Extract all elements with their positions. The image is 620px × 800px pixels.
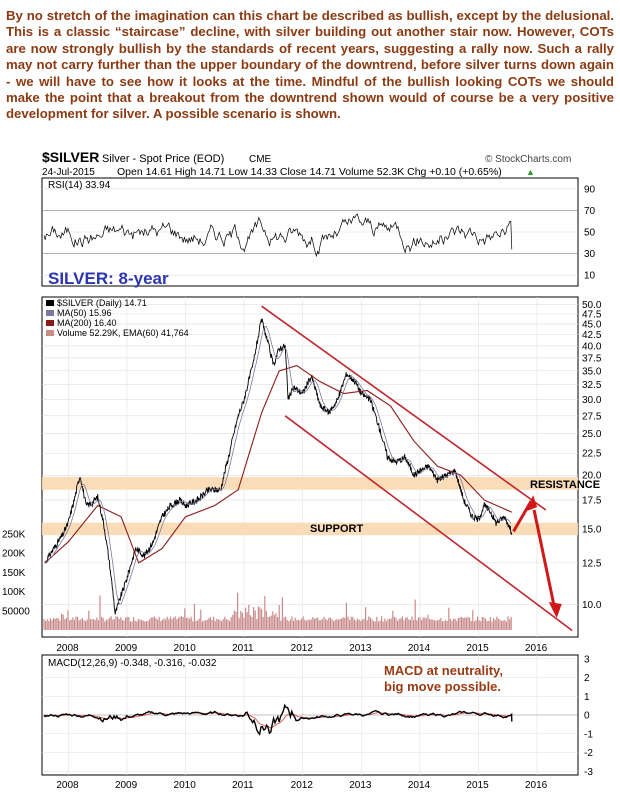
macd-tick-label: 2 [584, 673, 590, 684]
chart-symbol: $SILVER [42, 149, 99, 165]
legend-entry: Volume 52.29K, EMA(60) 41,764 [57, 328, 189, 338]
volume-tick-label: 150K [2, 568, 26, 579]
year-tick-label: 2010 [174, 780, 197, 791]
resistance-label: RESISTANCE [530, 479, 600, 491]
year-tick-label: 2015 [466, 643, 489, 654]
channel-and-arrows [261, 305, 573, 632]
legend-swatch [46, 310, 54, 316]
resistance-zone [42, 477, 578, 490]
price-tick-label: 27.5 [582, 411, 602, 422]
year-tick-label: 2009 [115, 780, 138, 791]
macd-grid: 2008 2009 2010 2011 2012 2013 2014 2015 2016 3 2 1 0… [42, 654, 593, 791]
price-tick-label: 47.5 [582, 309, 602, 320]
year-tick-label: 2014 [408, 780, 431, 791]
rsi-series [43, 213, 513, 258]
price-series [44, 318, 513, 615]
price-tick-label: 45.0 [582, 319, 602, 330]
upper-channel-line [261, 305, 547, 511]
support-resistance-zones [42, 477, 578, 536]
price-tick-label: 30.0 [582, 395, 602, 406]
price-panel-title: SILVER: 8-year [48, 269, 169, 288]
macd-line [43, 703, 513, 736]
volume-tick-label: 100K [2, 587, 26, 598]
price-panel-frame [41, 296, 579, 638]
price-tick-label: 15.0 [582, 524, 602, 535]
macd-tick-label: -2 [584, 748, 593, 759]
year-tick-label: 2011 [232, 780, 254, 791]
price-tick-label: 17.5 [582, 496, 602, 507]
macd-series [43, 703, 513, 736]
year-tick-label: 2008 [56, 780, 79, 791]
year-tick-label: 2009 [115, 643, 138, 654]
rsi-tick-label: 70 [584, 206, 596, 217]
chart-exchange: CME [249, 154, 272, 165]
rally-arrow-head-icon [526, 495, 538, 512]
year-tick-label: 2016 [525, 643, 548, 654]
year-tick-label: 2013 [349, 780, 372, 791]
volume-tick-label: 250K [2, 529, 26, 540]
price-tick-label: 35.0 [582, 366, 602, 377]
legend-entry: $SILVER (Daily) 14.71 [57, 298, 147, 308]
year-tick-label: 2015 [466, 780, 489, 791]
chart-description: Silver - Spot Price (EOD) [102, 153, 224, 165]
year-tick-label: 2016 [525, 780, 548, 791]
price-tick-label: 25.0 [582, 429, 602, 440]
silver-price-line [44, 318, 513, 615]
rsi-grid: 10 30 50 70 90 [42, 184, 596, 282]
chart-date: 24-Jul-2015 [42, 167, 95, 178]
chg-up-arrow-icon: ▲ [526, 167, 535, 177]
rsi-legend: RSI(14) 33.94 [48, 180, 111, 191]
chart-quote: Open 14.61 High 14.71 Low 14.33 Close 14… [117, 166, 502, 178]
price-tick-label: 40.0 [582, 341, 602, 352]
volume-tick-label: 200K [2, 549, 26, 560]
support-zone [42, 522, 578, 536]
macd-tick-label: -1 [584, 729, 593, 740]
price-tick-label: 37.5 [582, 353, 602, 364]
price-tick-label: 10.0 [582, 600, 602, 611]
legend-entry: MA(200) 16.40 [57, 318, 117, 328]
year-tick-label: 2011 [232, 643, 254, 654]
support-label: SUPPORT [310, 523, 363, 535]
year-tick-label: 2012 [291, 780, 314, 791]
price-tick-label: 42.5 [582, 330, 602, 341]
year-tick-label: 2008 [56, 643, 79, 654]
decline-arrow-shaft [532, 509, 557, 609]
ma200-line [44, 364, 513, 564]
price-grid: 10.0 12.5 15.0 17.5 20.0 22.5 25.0 27.5 30.0 32.5… [2, 297, 602, 654]
macd-annotation: MACD at neutrality, big move possible. [384, 663, 503, 694]
price-tick-label: 22.5 [582, 449, 602, 460]
legend-swatch [46, 330, 54, 336]
volume-bars [43, 592, 512, 630]
macd-tick-label: 0 [584, 711, 590, 722]
macd-tick-label: 1 [584, 692, 590, 703]
ma50-line [44, 326, 512, 605]
macd-tick-label: -3 [584, 767, 593, 778]
price-tick-label: 12.5 [582, 558, 602, 569]
rsi-line [43, 213, 513, 258]
year-tick-label: 2012 [291, 643, 314, 654]
macd-tick-label: 3 [584, 654, 590, 665]
legend-entry: MA(50) 15.96 [57, 308, 112, 318]
rsi-tick-label: 30 [584, 249, 596, 260]
year-tick-label: 2014 [408, 643, 431, 654]
rsi-tick-label: 50 [584, 228, 596, 239]
rsi-tick-label: 10 [584, 271, 596, 282]
decline-arrow-head-icon [548, 602, 562, 619]
rsi-tick-label: 90 [584, 184, 596, 195]
price-tick-label: 20.0 [582, 471, 602, 482]
lower-channel-line [284, 415, 573, 632]
legend-swatch [46, 300, 54, 306]
year-tick-label: 2013 [349, 643, 372, 654]
volume-tick-label: 50000 [2, 606, 30, 617]
price-tick-label: 50.0 [582, 300, 602, 311]
rally-arrow-shaft [512, 500, 533, 533]
macd-legend: MACD(12,26,9) -0.348, -0.316, -0.032 [48, 658, 217, 669]
legend-swatch [46, 320, 54, 326]
stockcharts-watermark: © StockCharts.com [485, 154, 571, 165]
price-tick-label: 32.5 [582, 380, 602, 391]
year-tick-label: 2010 [174, 643, 197, 654]
commentary-text: By no stretch of the imagination can thi… [6, 8, 614, 122]
